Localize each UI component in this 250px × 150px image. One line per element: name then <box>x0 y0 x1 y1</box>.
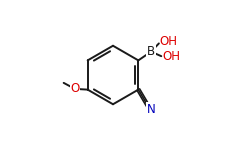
Text: N: N <box>146 103 155 116</box>
Text: OH: OH <box>160 35 178 48</box>
Text: OH: OH <box>162 50 180 63</box>
Text: B: B <box>147 45 155 58</box>
Text: O: O <box>70 82 80 95</box>
